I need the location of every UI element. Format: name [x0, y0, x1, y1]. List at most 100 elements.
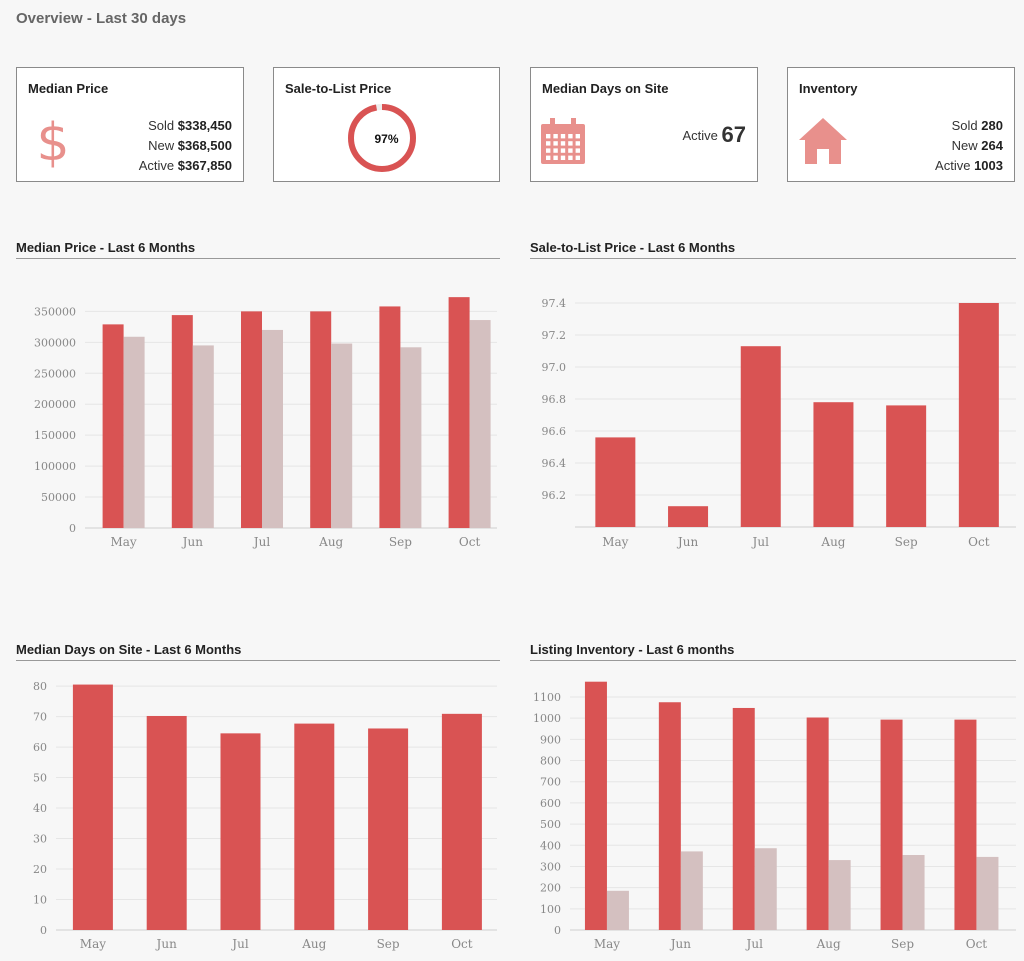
y-tick-label: 300000	[34, 336, 76, 349]
x-tick-label: Jun	[181, 535, 204, 549]
median_price-bar-oct-s1	[448, 297, 470, 528]
sale_to_list-bar-jun	[668, 506, 709, 527]
median-price-card[interactable]: Median Price $ Sold $338,450 New $368,50…	[16, 67, 244, 182]
y-tick-label: 0	[40, 924, 47, 937]
median_price-bar-jun-s2	[192, 345, 214, 528]
inventory-chart-title: Listing Inventory - Last 6 months	[530, 642, 1016, 661]
y-tick-label: 200	[540, 882, 561, 895]
active-label: Active	[682, 128, 718, 143]
y-tick-label: 80	[33, 680, 47, 693]
median-days-card-title: Median Days on Site	[542, 81, 669, 96]
sold-value: $338,450	[177, 118, 232, 133]
sold-label: Sold	[951, 118, 978, 133]
y-tick-label: 600	[540, 797, 561, 810]
y-tick-label: 0	[69, 522, 76, 535]
sale_to_list-bar-jul	[740, 346, 781, 527]
y-tick-label: 40	[33, 802, 47, 815]
inventory-bar-sep-s1	[880, 719, 903, 930]
sold-value: 280	[981, 118, 1003, 133]
x-tick-label: Jul	[745, 937, 764, 951]
y-tick-label: 20	[33, 863, 47, 876]
median_days-bar-oct	[441, 713, 482, 930]
median_price-bar-sep-s2	[400, 347, 422, 528]
sale-to-list-card-title: Sale-to-List Price	[285, 81, 392, 96]
y-tick-label: 96.6	[542, 425, 567, 438]
y-tick-label: 300	[540, 860, 561, 873]
x-tick-label: Sep	[895, 535, 918, 549]
y-tick-label: 900	[540, 733, 561, 746]
sale-to-list-chart-title: Sale-to-List Price - Last 6 Months	[530, 240, 1016, 259]
sale-to-list-donut	[348, 104, 416, 172]
x-tick-label: Aug	[816, 937, 841, 951]
median_price-bar-jul-s2	[262, 329, 283, 528]
inventory-bar-oct-s2	[976, 856, 999, 930]
y-tick-label: 800	[540, 755, 561, 768]
y-tick-label: 400	[540, 839, 561, 852]
x-tick-label: Jul	[230, 937, 249, 951]
page-title: Overview - Last 30 days	[16, 10, 187, 27]
x-tick-label: Oct	[966, 937, 988, 951]
x-tick-label: Aug	[301, 937, 326, 951]
inventory-bar-may-s1	[584, 681, 607, 930]
house-icon	[799, 118, 847, 164]
inventory-values: Sold 280 New 264 Active 1003	[935, 116, 1003, 176]
sale-to-list-card[interactable]: Sale-to-List Price 97%	[273, 67, 500, 182]
y-tick-label: 700	[540, 776, 561, 789]
y-tick-label: 30	[33, 833, 47, 846]
x-tick-label: Oct	[968, 535, 990, 549]
x-tick-label: May	[80, 937, 106, 951]
y-tick-label: 1000	[533, 712, 561, 725]
median_price-bar-oct-s2	[469, 320, 491, 528]
sale_to_list-bar-oct	[958, 303, 999, 527]
inventory-card[interactable]: Inventory Sold 280 New 264 Active 1003	[787, 67, 1015, 182]
x-tick-label: May	[594, 937, 620, 951]
sale_to_list-chart-body: 96.2 96.4 96.6 96.8 97.0 97.2 97.4 May Jun Jul Aug…	[542, 297, 1016, 549]
new-value: $368,500	[177, 138, 232, 153]
y-tick-label: 150000	[34, 429, 76, 442]
x-tick-label: Jun	[669, 937, 692, 951]
active-label: Active	[935, 158, 971, 173]
y-tick-label: 96.2	[542, 489, 567, 502]
y-tick-label: 200000	[34, 398, 76, 411]
inventory-bar-jun-s2	[680, 851, 703, 930]
active-value: $367,850	[177, 158, 232, 173]
x-tick-label: Sep	[377, 937, 400, 951]
median-days-card[interactable]: Median Days on Site Active 67	[530, 67, 758, 182]
new-value: 264	[981, 138, 1003, 153]
median_days-bar-sep	[368, 728, 409, 930]
inventory-chart-body: 0 100 200 300 400 500 600 700 800 900 1000 1100 May J…	[533, 681, 1016, 951]
y-tick-label: 97.4	[542, 297, 567, 310]
sale_to_list-bar-may	[595, 437, 636, 527]
svg-text:$: $	[36, 114, 69, 168]
sale-to-list-value: 97%	[374, 132, 399, 146]
median_days-bar-jun	[146, 715, 187, 930]
median_days-bar-may	[72, 684, 113, 930]
median_price-bar-aug-s2	[331, 343, 353, 528]
median_days-chart-body: 0 10 20 30 40 50 60 70 80 May Jun Jul Aug Sep Oct	[33, 680, 497, 951]
x-tick-label: Jul	[252, 535, 271, 549]
y-tick-label: 60	[33, 741, 47, 754]
median-days-active: Active 67	[682, 122, 746, 148]
active-label: Active	[138, 158, 175, 173]
median-price-card-title: Median Price	[28, 81, 109, 96]
active-value: 1003	[974, 158, 1003, 173]
median_price-chart-body: 0 50000 100000 150000 200000 250000 300000 3500…	[34, 297, 497, 549]
median-days-chart-title: Median Days on Site - Last 6 Months	[16, 642, 500, 661]
sold-label: Sold	[148, 118, 175, 133]
x-tick-label: May	[110, 535, 136, 549]
inventory-bar-aug-s1	[806, 717, 829, 930]
new-label: New	[148, 138, 175, 153]
inventory-bar-jul-s1	[732, 707, 755, 930]
median_price-bar-jun-s1	[171, 315, 193, 528]
y-tick-label: 0	[554, 924, 561, 937]
calendar-icon	[541, 118, 585, 164]
dollar-icon: $	[36, 114, 69, 168]
y-tick-label: 100	[540, 903, 561, 916]
sale_to_list-bar-sep	[886, 405, 927, 527]
x-tick-label: Oct	[459, 535, 481, 549]
y-tick-label: 1100	[533, 691, 561, 704]
median-price-chart-title: Median Price - Last 6 Months	[16, 240, 500, 259]
x-tick-label: Sep	[389, 535, 412, 549]
inventory-bar-oct-s1	[954, 719, 977, 930]
y-tick-label: 96.4	[542, 457, 567, 470]
